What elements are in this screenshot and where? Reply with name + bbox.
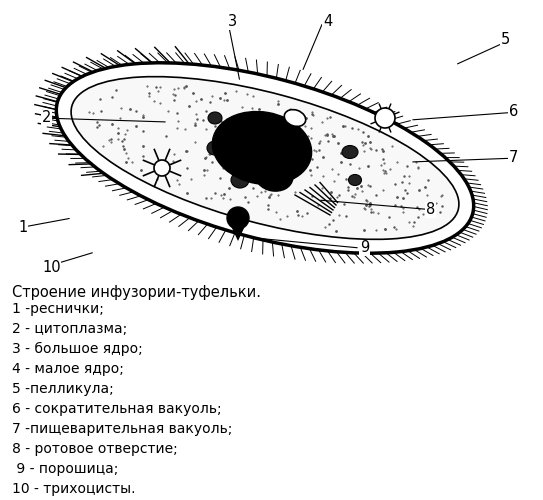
Text: 8 - ротовое отверстие;: 8 - ротовое отверстие;: [12, 442, 178, 456]
Ellipse shape: [56, 63, 473, 253]
Text: 6 - сократительная вакуоль;: 6 - сократительная вакуоль;: [12, 402, 222, 416]
Ellipse shape: [255, 161, 293, 191]
Text: 7: 7: [509, 150, 518, 166]
Polygon shape: [231, 226, 245, 241]
Ellipse shape: [71, 76, 459, 239]
Circle shape: [227, 207, 249, 229]
Text: 3: 3: [228, 14, 237, 30]
Text: 3 - большое ядро;: 3 - большое ядро;: [12, 342, 143, 356]
Text: 5: 5: [501, 32, 510, 48]
Ellipse shape: [207, 141, 223, 155]
Text: 9 - порошица;: 9 - порошица;: [12, 462, 118, 476]
Ellipse shape: [231, 172, 249, 188]
Text: Строение инфузории-туфельки.: Строение инфузории-туфельки.: [12, 285, 261, 300]
Text: 10 - трихоцисты.: 10 - трихоцисты.: [12, 482, 136, 496]
Text: 5 -пелликула;: 5 -пелликула;: [12, 382, 113, 396]
Text: 10: 10: [42, 260, 61, 276]
Ellipse shape: [212, 112, 312, 184]
Text: 9: 9: [360, 240, 369, 256]
Ellipse shape: [208, 112, 222, 124]
Text: 4 - малое ядро;: 4 - малое ядро;: [12, 362, 124, 376]
Text: 2: 2: [42, 110, 52, 126]
Ellipse shape: [342, 146, 358, 158]
Text: 1 -реснички;: 1 -реснички;: [12, 302, 104, 316]
Circle shape: [154, 160, 170, 176]
Ellipse shape: [285, 110, 306, 126]
Text: 8: 8: [426, 202, 435, 218]
Text: 2 - цитоплазма;: 2 - цитоплазма;: [12, 322, 127, 336]
Text: 6: 6: [509, 104, 518, 120]
Circle shape: [375, 108, 395, 128]
Text: 1: 1: [18, 220, 27, 236]
Text: 4: 4: [323, 14, 332, 30]
Ellipse shape: [349, 174, 362, 186]
Text: 7 -пищеварительная вакуоль;: 7 -пищеварительная вакуоль;: [12, 422, 232, 436]
